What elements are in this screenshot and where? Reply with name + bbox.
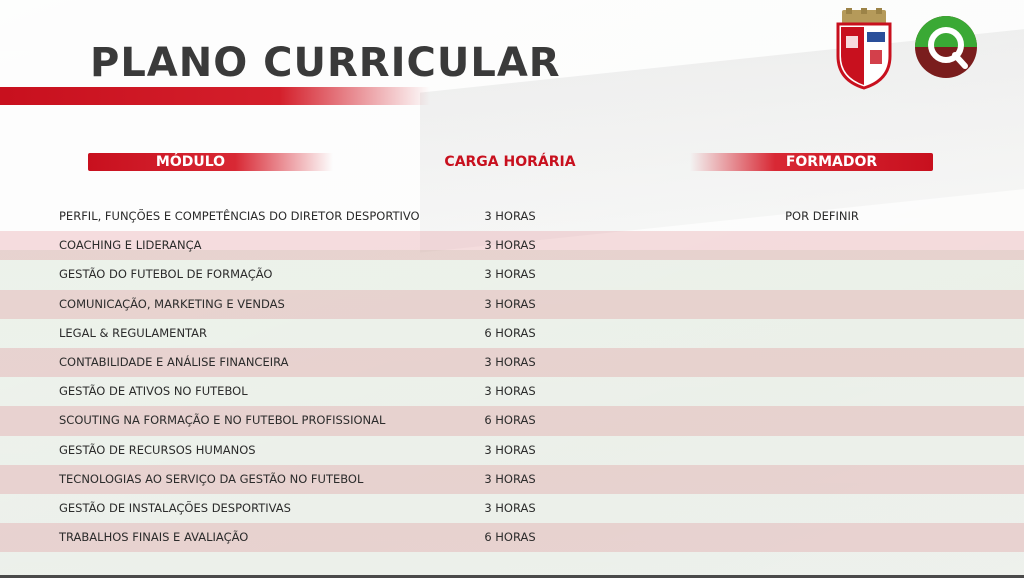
table-row: COACHING E LIDERANÇA 3 HORAS [0,231,1024,261]
module-name: GESTÃO DE ATIVOS NO FUTEBOL [59,384,248,399]
table-row: CONTABILIDADE E ANÁLISE FINANCEIRA 3 HOR… [0,347,1024,378]
q-logo-icon [915,16,977,78]
table-row: COMUNICAÇÃO, MARKETING E VENDAS 3 HORAS [0,289,1024,319]
table-row: TECNOLOGIAS AO SERVIÇO DA GESTÃO NO FUTE… [0,464,1024,494]
module-name: CONTABILIDADE E ANÁLISE FINANCEIRA [59,354,289,369]
module-trainer [760,290,884,319]
table-row: SCOUTING NA FORMAÇÃO E NO FUTEBOL PROFIS… [0,406,1024,436]
module-hours: 3 HORAS [484,238,536,253]
club-crest-icon [836,8,892,90]
module-trainer [760,406,884,435]
module-trainer [760,465,884,494]
header-formador: FORMADOR [690,153,933,171]
module-name: COMUNICAÇÃO, MARKETING E VENDAS [59,296,285,311]
module-hours: 3 HORAS [484,500,536,515]
module-trainer [760,260,884,289]
curriculum-table: PERFIL, FUNÇÕES E COMPETÊNCIAS DO DIRETO… [0,202,1024,553]
module-hours: 6 HORAS [484,530,536,545]
module-name: GESTÃO DE INSTALAÇÕES DESPORTIVAS [59,500,291,515]
table-row: GESTÃO DO FUTEBOL DE FORMAÇÃO 3 HORAS [0,260,1024,289]
module-name: COACHING E LIDERANÇA [59,238,202,253]
module-trainer [760,348,884,377]
bottom-divider [0,575,1024,578]
module-trainer [760,523,884,552]
module-name: SCOUTING NA FORMAÇÃO E NO FUTEBOL PROFIS… [59,413,386,428]
background-pitch [0,250,1024,578]
table-row: LEGAL & REGULAMENTAR 6 HORAS [0,319,1024,348]
module-hours: 3 HORAS [484,209,536,223]
table-row: TRABALHOS FINAIS E AVALIAÇÃO 6 HORAS [0,523,1024,553]
module-hours: 3 HORAS [484,354,536,369]
header-carga-horaria: CARGA HORÁRIA [444,154,576,170]
module-name: TRABALHOS FINAIS E AVALIAÇÃO [59,530,249,545]
module-name: PERFIL, FUNÇÕES E COMPETÊNCIAS DO DIRETO… [59,209,420,223]
module-name: GESTÃO DO FUTEBOL DE FORMAÇÃO [59,267,273,282]
table-row: GESTÃO DE ATIVOS NO FUTEBOL 3 HORAS [0,377,1024,406]
module-trainer [760,377,884,406]
module-hours: 3 HORAS [484,471,536,486]
module-name: TECNOLOGIAS AO SERVIÇO DA GESTÃO NO FUTE… [59,471,364,486]
module-hours: 6 HORAS [484,413,536,428]
table-row: GESTÃO DE RECURSOS HUMANOS 3 HORAS [0,436,1024,465]
module-trainer [760,231,884,260]
title-underline-bar [0,87,430,105]
module-name: GESTÃO DE RECURSOS HUMANOS [59,442,256,457]
module-hours: 3 HORAS [484,267,536,282]
module-trainer [760,436,884,465]
module-trainer: POR DEFINIR [785,209,859,223]
module-hours: 3 HORAS [484,296,536,311]
module-trainer [760,319,884,348]
module-hours: 3 HORAS [484,442,536,457]
module-hours: 3 HORAS [484,384,536,399]
module-trainer [760,494,884,523]
module-name: LEGAL & REGULAMENTAR [59,325,208,340]
module-hours: 6 HORAS [484,325,536,340]
page-title: PLANO CURRICULAR [90,40,561,86]
table-row: GESTÃO DE INSTALAÇÕES DESPORTIVAS 3 HORA… [0,494,1024,523]
header-modulo: MÓDULO [88,153,333,171]
table-row: PERFIL, FUNÇÕES E COMPETÊNCIAS DO DIRETO… [0,202,1024,231]
